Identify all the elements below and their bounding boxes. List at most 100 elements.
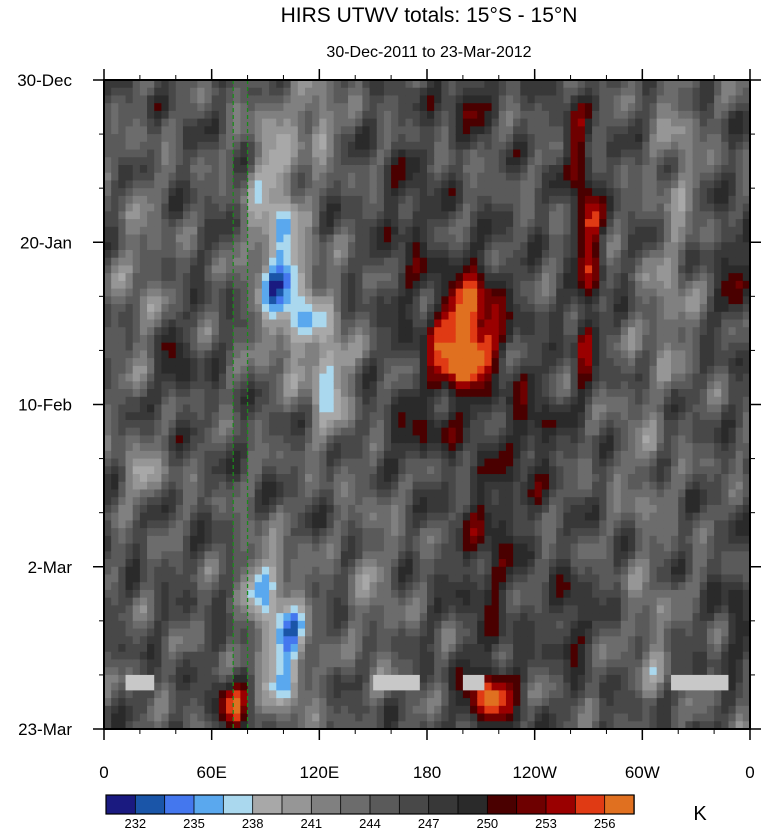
heatmap-cell [340, 280, 349, 290]
heatmap-cell [297, 195, 306, 205]
heatmap-cell [276, 419, 285, 429]
heatmap-cell [132, 265, 141, 274]
heatmap-cell [304, 412, 313, 421]
heatmap-cell [427, 535, 435, 545]
heatmap-cell [132, 535, 141, 545]
heatmap-cell [283, 103, 292, 112]
heatmap-cell [448, 288, 457, 297]
heatmap-cell [118, 636, 127, 645]
heatmap-cell [139, 280, 148, 290]
heatmap-cell [491, 721, 500, 729]
heatmap-cell [391, 396, 399, 406]
heatmap-cell [161, 651, 170, 661]
heatmap-cell [290, 242, 299, 251]
heatmap-cell [326, 342, 335, 352]
heatmap-cell [427, 80, 435, 89]
heatmap-cell [233, 211, 241, 220]
heatmap-cell [161, 412, 170, 421]
heatmap-cell [383, 543, 392, 552]
heatmap-cell [111, 512, 119, 521]
heatmap-cell [333, 149, 342, 158]
heatmap-cell [441, 327, 450, 336]
heatmap-cell [348, 682, 356, 691]
heatmap-cell [434, 342, 442, 352]
heatmap-cell [297, 234, 306, 243]
heatmap-cell [491, 450, 500, 460]
heatmap-cell [312, 597, 320, 606]
heatmap-cell [111, 358, 119, 367]
heatmap-cell [276, 257, 285, 267]
heatmap-cell [498, 234, 507, 243]
heatmap-cell [211, 95, 220, 104]
heatmap-cell [520, 674, 529, 684]
heatmap-cell [434, 265, 442, 274]
heatmap-cell [218, 188, 227, 197]
heatmap-cell [376, 280, 385, 290]
heatmap-cell [348, 450, 356, 460]
heatmap-cell [498, 605, 507, 614]
heatmap-cell [319, 396, 328, 406]
heatmap-cell [427, 559, 435, 568]
heatmap-cell [125, 589, 134, 599]
heatmap-cell [491, 188, 500, 197]
heatmap-cell [132, 713, 141, 722]
heatmap-cell [269, 334, 277, 344]
heatmap-cell [491, 103, 500, 112]
heatmap-cell [455, 698, 464, 707]
heatmap-cell [154, 350, 163, 359]
heatmap-cell [139, 597, 148, 606]
heatmap-cell [405, 698, 414, 707]
heatmap-cell [369, 659, 378, 668]
heatmap-cell [211, 219, 220, 228]
heatmap-cell [304, 195, 313, 205]
heatmap-cell [283, 644, 292, 653]
heatmap-cell [233, 427, 241, 437]
heatmap-cell [233, 450, 241, 460]
heatmap-cell [104, 589, 112, 599]
heatmap-cell [498, 597, 507, 606]
heatmap-cell [118, 265, 127, 274]
heatmap-cell [326, 443, 335, 452]
heatmap-cell [312, 288, 320, 297]
heatmap-cell [154, 597, 163, 606]
heatmap-cell [419, 497, 428, 506]
heatmap-cell [505, 126, 514, 135]
heatmap-cell [204, 126, 213, 135]
heatmap-cell [118, 512, 127, 521]
heatmap-cell [132, 110, 141, 120]
heatmap-cell [455, 311, 464, 321]
heatmap-cell [304, 288, 313, 297]
heatmap-cell [132, 350, 141, 359]
heatmap-cell [398, 705, 407, 715]
heatmap-cell [505, 636, 514, 645]
heatmap-cell [427, 659, 435, 668]
heatmap-cell [319, 311, 328, 321]
heatmap-cell [412, 566, 421, 576]
heatmap-cell [190, 296, 198, 305]
heatmap-cell [448, 582, 457, 591]
heatmap-cell [125, 249, 134, 259]
heatmap-cell [513, 373, 521, 382]
heatmap-cell [398, 574, 407, 583]
heatmap-cell [405, 628, 414, 637]
heatmap-cell [233, 103, 241, 112]
heatmap-cell [283, 141, 292, 151]
heatmap-cell [269, 674, 277, 684]
heatmap-cell [132, 613, 141, 622]
heatmap-cell [182, 628, 191, 637]
heatmap-cell [182, 149, 191, 158]
heatmap-cell [182, 620, 191, 630]
heatmap-cell [118, 358, 127, 367]
heatmap-cell [240, 358, 249, 367]
heatmap-cell [147, 620, 155, 630]
heatmap-cell [383, 149, 392, 158]
heatmap-cell [448, 559, 457, 568]
heatmap-cell [405, 651, 414, 661]
heatmap-cell [154, 164, 163, 174]
heatmap-cell [312, 265, 320, 274]
heatmap-cell [448, 80, 457, 89]
heatmap-cell [312, 319, 320, 328]
heatmap-cell [419, 164, 428, 174]
heatmap-cell [383, 427, 392, 437]
heatmap-cell [247, 520, 256, 529]
